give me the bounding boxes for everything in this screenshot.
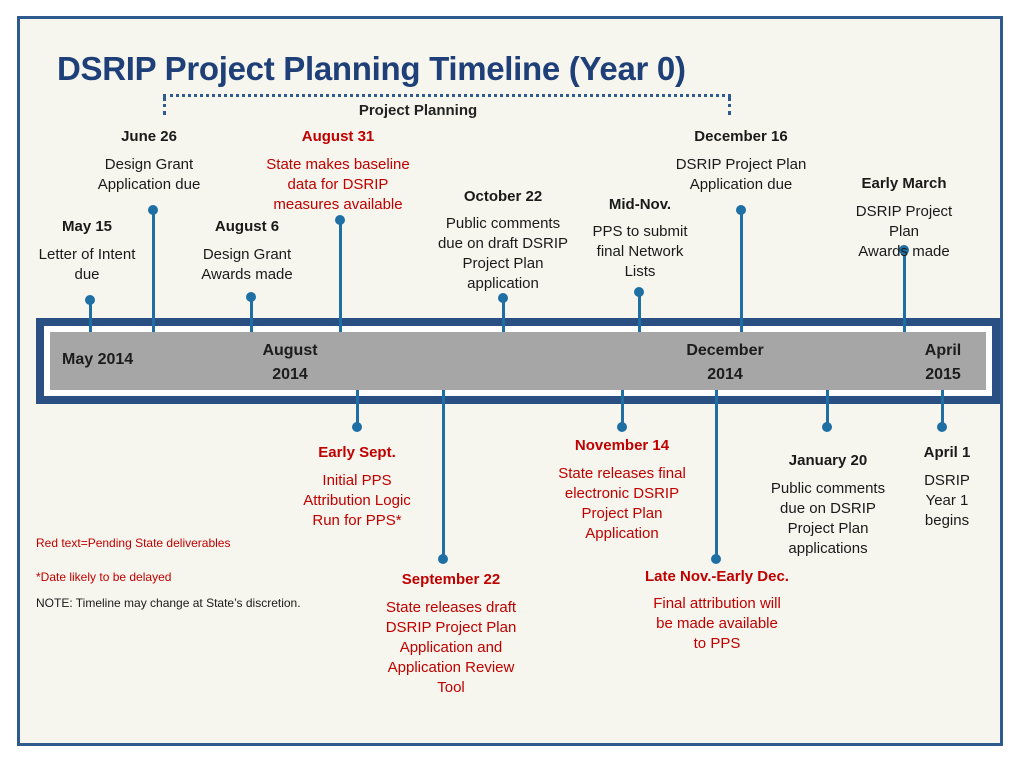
marker-august-31 (335, 215, 345, 225)
marker-november-14 (617, 422, 627, 432)
stem-january-20 (826, 390, 829, 426)
stem-june-26 (152, 210, 155, 332)
event-date-november-14: November 14 (574, 437, 670, 454)
event-desc-early-sept: Initial PPS Attribution Logic Run for PP… (303, 472, 411, 529)
event-desc-september-22: State releases draft DSRIP Project Plan … (385, 599, 517, 696)
event-desc-december-16: DSRIP Project Plan Application due (675, 156, 807, 193)
event-date-october-22: October 22 (463, 188, 543, 205)
marker-august-6 (246, 292, 256, 302)
timeline-bar-inner (44, 326, 992, 396)
event-date-may-15: May 15 (61, 218, 113, 235)
marker-october-22 (498, 293, 508, 303)
stem-may-15 (89, 300, 92, 332)
event-date-late-nov-early-dec: Late Nov.-Early Dec. (645, 568, 789, 585)
stem-december-16 (740, 210, 743, 332)
marker-september-22 (438, 554, 448, 564)
event-date-april-1: April 1 (923, 444, 971, 461)
project-planning-bracket (163, 94, 731, 115)
disclaimer-note: NOTE: Timeline may change at State’s dis… (36, 596, 301, 610)
project-planning-label: Project Planning (358, 102, 478, 119)
marker-early-march (899, 245, 909, 255)
event-desc-late-nov-early-dec: Final attribution will be made available… (653, 595, 781, 652)
event-date-august-31: August 31 (301, 128, 375, 145)
stem-early-sept (356, 390, 359, 426)
page-title: DSRIP Project Planning Timeline (Year 0) (57, 50, 686, 87)
marker-mid-nov (634, 287, 644, 297)
bar-label-may-2014: May 2014 (62, 351, 134, 368)
event-desc-may-15: Letter of Intent due (38, 246, 136, 283)
bar-label-august-2014: August 2014 (262, 342, 318, 383)
bar-label-april-2015: April 2015 (924, 342, 962, 383)
marker-late-nov-early-dec (711, 554, 721, 564)
event-desc-early-march: DSRIP Project Plan Awards made (855, 203, 953, 260)
event-date-early-sept: Early Sept. (318, 444, 396, 461)
stem-september-22 (442, 390, 445, 558)
marker-june-26 (148, 205, 158, 215)
event-date-early-march: Early March (861, 175, 947, 192)
event-desc-january-20: Public comments due on DSRIP Project Pla… (770, 480, 886, 557)
delay-note: *Date likely to be delayed (36, 570, 172, 584)
event-date-january-20: January 20 (788, 452, 868, 469)
timeline-bar (36, 318, 1000, 404)
stem-october-22 (502, 298, 505, 332)
event-date-september-22: September 22 (401, 571, 501, 588)
event-desc-august-31: State makes baseline data for DSRIP meas… (266, 156, 410, 213)
stem-late-nov-early-dec (715, 390, 718, 558)
stem-august-31 (339, 220, 342, 332)
event-date-mid-nov: Mid-Nov. (608, 196, 672, 213)
event-date-august-6: August 6 (214, 218, 280, 235)
stem-mid-nov (638, 292, 641, 332)
marker-may-15 (85, 295, 95, 305)
event-date-december-16: December 16 (694, 128, 788, 145)
stem-early-march (903, 250, 906, 332)
stem-august-6 (250, 297, 253, 332)
event-desc-november-14: State releases final electronic DSRIP Pr… (558, 465, 686, 542)
event-desc-mid-nov: PPS to submit final Network Lists (592, 223, 688, 280)
marker-early-sept (352, 422, 362, 432)
event-date-june-26: June 26 (121, 128, 177, 145)
event-desc-october-22: Public comments due on draft DSRIP Proje… (437, 215, 569, 292)
legend-note: Red text=Pending State deliverables (36, 536, 231, 550)
bar-label-december-2014: December 2014 (686, 342, 764, 383)
stem-november-14 (621, 390, 624, 426)
marker-december-16 (736, 205, 746, 215)
event-desc-june-26: Design Grant Application due (97, 156, 201, 193)
event-desc-april-1: DSRIP Year 1 begins (924, 472, 970, 529)
timeline-bar-fill (50, 332, 986, 390)
marker-april-1 (937, 422, 947, 432)
stem-april-1 (941, 390, 944, 426)
marker-january-20 (822, 422, 832, 432)
event-desc-august-6: Design Grant Awards made (201, 246, 293, 283)
